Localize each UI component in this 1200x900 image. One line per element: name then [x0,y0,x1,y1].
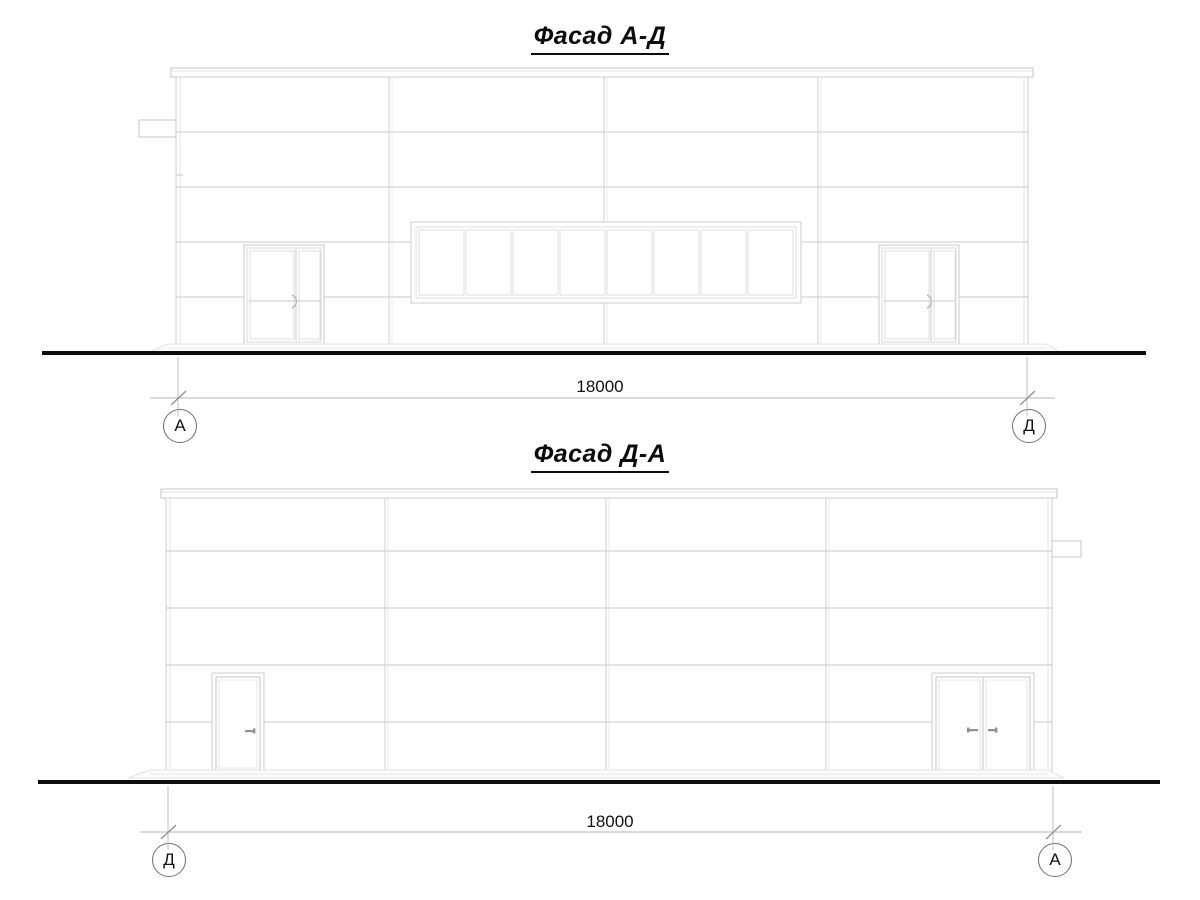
facade-da-plinth [127,769,1065,779]
facade-ad-wall-protrusion [138,119,177,138]
facade-ad-ribbon-window [410,221,802,304]
facade-ad-dimension [150,357,1055,416]
facade-ad-parapet [170,67,1034,78]
facade-da-elevation [38,488,1160,850]
dimension-label-facade-ad: 18000 [576,377,624,396]
axis-marker-d-top: Д [1012,409,1046,443]
facade-ad-plinth [149,343,1062,353]
title-facade-da-text: Фасад Д-А [530,440,670,473]
axis-marker-a-top: А [163,409,197,443]
facade-da-right-door [931,672,1035,774]
facade-da-parapet [160,488,1058,499]
title-facade-ad-text: Фасад А-Д [530,22,670,55]
facade-da-vertical-joints [384,498,830,778]
facade-ad-right-door [878,244,960,346]
title-facade-ad: Фасад А-Д [0,22,1200,55]
dimension-label-facade-da: 18000 [586,812,634,831]
facade-ad-left-door [243,244,325,346]
facade-ad-elevation [42,67,1146,416]
axis-marker-d-bottom: Д [152,843,186,877]
title-facade-da: Фасад Д-А [0,440,1200,473]
axis-marker-a-bottom: А [1038,843,1072,877]
facade-ad-vertical-joints [388,77,822,352]
facade-da-left-door [211,672,265,772]
facade-da-wall-protrusion [1051,540,1082,558]
facade-da-dimension [140,786,1082,850]
